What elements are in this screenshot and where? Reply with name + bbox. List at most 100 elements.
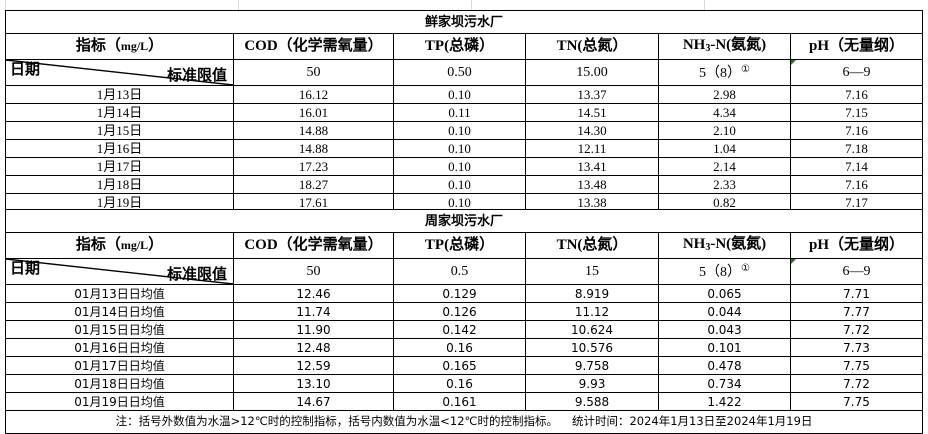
cell-nh3n: 2.10 bbox=[658, 121, 791, 140]
table-row: 01月15日日均值 11.90 0.142 10.624 0.043 7.72 bbox=[5, 320, 923, 339]
cell-cod: 11.90 bbox=[233, 320, 394, 339]
cell-cod: 12.59 bbox=[233, 356, 394, 375]
corner-split-cell: 日期 标准限值 bbox=[5, 59, 234, 86]
cell-cod: 17.61 bbox=[233, 193, 394, 212]
cell-tp: 0.10 bbox=[393, 175, 526, 194]
cell-ph: 7.75 bbox=[790, 392, 923, 411]
cell-tn: 9.588 bbox=[525, 392, 659, 411]
cell-nh3n: 0.044 bbox=[658, 302, 791, 321]
cell-ph: 7.16 bbox=[790, 85, 923, 104]
table-title: 周家坝污水厂 bbox=[5, 209, 923, 233]
limit-ph: 6—9 bbox=[790, 258, 923, 285]
corner-label-standard-limit: 标准限值 bbox=[166, 68, 227, 84]
cell-ph: 7.16 bbox=[790, 175, 923, 194]
cell-ph: 7.72 bbox=[790, 374, 923, 393]
cell-nh3n: 1.04 bbox=[658, 139, 791, 158]
limit-ph-value: 6—9 bbox=[842, 263, 871, 279]
cell-tn: 14.51 bbox=[525, 103, 659, 122]
cell-tn: 14.30 bbox=[525, 121, 659, 140]
table-row: 1月14日 16.01 0.11 14.51 4.34 7.15 bbox=[5, 103, 923, 122]
table-row: 1月13日 16.12 0.10 13.37 2.98 7.16 bbox=[5, 85, 923, 104]
table-row: 1月15日 14.88 0.10 14.30 2.10 7.16 bbox=[5, 121, 923, 140]
cell-tn: 8.919 bbox=[525, 284, 659, 303]
cell-tn: 11.12 bbox=[525, 302, 659, 321]
column-header-tp: TP(总磷） bbox=[393, 33, 526, 60]
cell-date: 01月18日日均值 bbox=[5, 374, 234, 393]
footnote-row: 注：括号外数值为水温>12℃时的控制指标，括号内数值为水温<12℃时的控制指标。… bbox=[5, 410, 923, 434]
cell-cod: 14.88 bbox=[233, 121, 394, 140]
cell-ph: 7.73 bbox=[790, 338, 923, 357]
cell-tn: 9.758 bbox=[525, 356, 659, 375]
cell-cod: 11.74 bbox=[233, 302, 394, 321]
column-header-indicator: 指标（mg/L） bbox=[5, 33, 234, 60]
column-header-cod: COD（化学需氧量） bbox=[233, 232, 394, 259]
limit-nh3n: 5（8）① bbox=[658, 59, 791, 86]
limit-nh3n: 5（8）① bbox=[658, 258, 791, 285]
column-header-ph: pH（无量纲） bbox=[790, 232, 923, 259]
table-title: 鲜家坝污水厂 bbox=[5, 10, 923, 34]
column-header-indicator: 指标（mg/L） bbox=[5, 232, 234, 259]
footnote-stat-time: 统计时间：2024年1月13日至2024年1月19日 bbox=[571, 414, 813, 429]
cell-nh3n: 2.14 bbox=[658, 157, 791, 176]
cell-nh3n: 0.478 bbox=[658, 356, 791, 375]
cell-date: 01月17日日均值 bbox=[5, 356, 234, 375]
table-title-row: 周家坝污水厂 bbox=[5, 209, 923, 233]
table-row: 01月14日日均值 11.74 0.126 11.12 0.044 7.77 bbox=[5, 302, 923, 321]
table-row: 01月19日日均值 14.67 0.161 9.588 1.422 7.75 bbox=[5, 392, 923, 411]
diagonal-divider-icon bbox=[6, 60, 233, 85]
cell-tn: 12.11 bbox=[525, 139, 659, 158]
cell-cod: 17.23 bbox=[233, 157, 394, 176]
table-header-row: 指标（mg/L） COD（化学需氧量） TP(总磷） TN(总氮） NH3-N(… bbox=[5, 232, 923, 259]
cell-cod: 12.46 bbox=[233, 284, 394, 303]
cell-tp: 0.10 bbox=[393, 139, 526, 158]
limit-ph: 6—9 bbox=[790, 59, 923, 86]
cell-date: 01月16日日均值 bbox=[5, 338, 234, 357]
table-header-row: 指标（mg/L） COD（化学需氧量） TP(总磷） TN(总氮） NH3-N(… bbox=[5, 33, 923, 60]
cell-tp: 0.165 bbox=[393, 356, 526, 375]
standard-limit-row: 日期 标准限值 50 0.5 15 5（8）① 6—9 bbox=[5, 258, 923, 285]
cell-ph: 7.18 bbox=[790, 139, 923, 158]
cell-tp: 0.10 bbox=[393, 85, 526, 104]
cell-nh3n: 2.98 bbox=[658, 85, 791, 104]
cell-tp: 0.16 bbox=[393, 338, 526, 357]
corner-label-standard-limit: 标准限值 bbox=[166, 267, 227, 283]
limit-tp: 0.50 bbox=[393, 59, 526, 86]
cell-tn: 10.576 bbox=[525, 338, 659, 357]
cell-tn: 13.37 bbox=[525, 85, 659, 104]
limit-tn: 15 bbox=[525, 258, 659, 285]
comment-marker-icon bbox=[791, 259, 796, 264]
column-header-tn: TN(总氮） bbox=[525, 33, 659, 60]
cell-date: 1月15日 bbox=[5, 121, 234, 140]
comment-marker-icon bbox=[791, 60, 796, 65]
cell-tp: 0.10 bbox=[393, 157, 526, 176]
cell-tn: 9.93 bbox=[525, 374, 659, 393]
cell-tn: 10.624 bbox=[525, 320, 659, 339]
cell-date: 1月13日 bbox=[5, 85, 234, 104]
cell-tp: 0.161 bbox=[393, 392, 526, 411]
cell-cod: 16.01 bbox=[233, 103, 394, 122]
cell-ph: 7.15 bbox=[790, 103, 923, 122]
cell-tp: 0.129 bbox=[393, 284, 526, 303]
table-row: 1月16日 14.88 0.10 12.11 1.04 7.18 bbox=[5, 139, 923, 158]
table-row: 1月17日 17.23 0.10 13.41 2.14 7.14 bbox=[5, 157, 923, 176]
cell-nh3n: 0.065 bbox=[658, 284, 791, 303]
limit-tn: 15.00 bbox=[525, 59, 659, 86]
limit-cod: 50 bbox=[233, 258, 394, 285]
table-row: 01月17日日均值 12.59 0.165 9.758 0.478 7.75 bbox=[5, 356, 923, 375]
table-row: 01月16日日均值 12.48 0.16 10.576 0.101 7.73 bbox=[5, 338, 923, 357]
cell-date: 1月16日 bbox=[5, 139, 234, 158]
corner-label-date: 日期 bbox=[10, 62, 41, 78]
cell-tn: 13.38 bbox=[525, 193, 659, 212]
table-row: 1月19日 17.61 0.10 13.38 0.82 7.17 bbox=[5, 193, 923, 212]
cell-date: 01月14日日均值 bbox=[5, 302, 234, 321]
cell-tn: 13.48 bbox=[525, 175, 659, 194]
cell-tn: 13.41 bbox=[525, 157, 659, 176]
column-header-cod: COD（化学需氧量） bbox=[233, 33, 394, 60]
cell-ph: 7.16 bbox=[790, 121, 923, 140]
cell-tp: 0.126 bbox=[393, 302, 526, 321]
limit-ph-value: 6—9 bbox=[842, 64, 871, 80]
cell-cod: 12.48 bbox=[233, 338, 394, 357]
cell-cod: 14.67 bbox=[233, 392, 394, 411]
cell-date: 01月19日日均值 bbox=[5, 392, 234, 411]
